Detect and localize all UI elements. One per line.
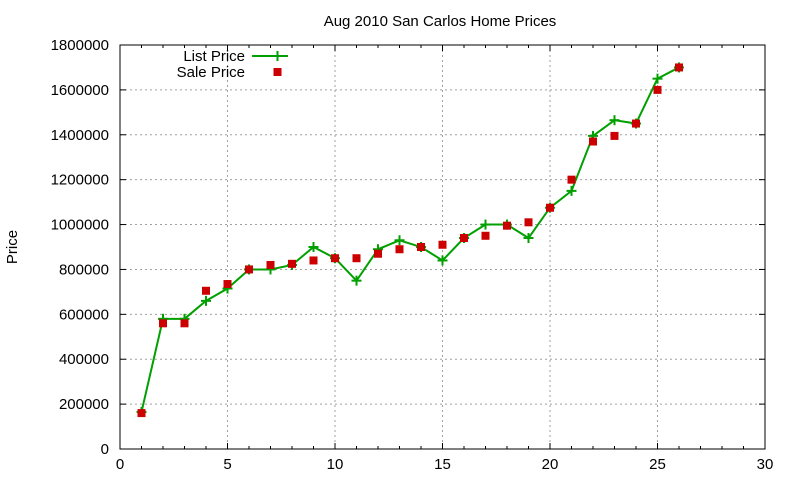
list-price-point [201,295,211,306]
sale-price-point [417,243,425,251]
sale-price-point [245,265,253,274]
y-tick-label: 1800000 [51,37,109,54]
list-price-point [351,275,362,286]
sale-price-point [180,319,189,328]
y-tick-label: 200000 [59,396,109,413]
y-tick-label: 800000 [59,261,109,278]
sale-price-point [223,280,232,289]
sale-price-point [524,218,533,227]
sale-price-point [331,254,339,263]
x-tick-label: 20 [542,456,559,473]
y-tick-label: 600000 [59,306,109,323]
x-tick-label: 0 [116,456,124,473]
sale-price-point [675,63,683,72]
x-tick-label: 5 [223,456,231,473]
sale-price-point [288,259,296,268]
sale-price-point [395,245,404,254]
sale-price-point [610,131,619,140]
sale-price-point [567,175,576,184]
sale-price-point [309,256,318,265]
sale-price-point [460,234,468,243]
x-tick-label: 25 [649,456,666,473]
chart-title: Aug 2010 San Carlos Home Prices [324,13,557,30]
sale-price-point [653,85,662,94]
sale-price-point [266,260,275,269]
sale-price-point [546,203,554,212]
y-tick-label: 1400000 [51,127,109,144]
list-price-point [437,255,448,266]
list-price-line [140,66,680,413]
sale-price-point [202,286,210,295]
list-price-point [480,219,491,230]
list-price-point [609,115,620,126]
y-axis-label: Price [4,230,21,264]
sale-price-point [589,137,597,146]
y-tick-label: 1000000 [51,217,109,234]
list-price-point [652,73,663,84]
y-tick-label: 1600000 [51,82,109,99]
y-tick-label: 400000 [59,351,109,368]
legend-label-sale-price: Sale Price [177,64,245,81]
list-price-point [308,242,319,252]
sale-price-point [137,409,146,418]
sale-price-point [503,221,511,230]
sale-price-point [374,249,382,258]
x-tick-label: 30 [757,456,774,473]
sale-price-point [481,231,490,240]
sale-price-point [352,254,361,263]
tick-layer: 0 5 10 15 20 25 30 0 200000 400000 600000 800000 100… [51,37,774,473]
list-price-point [566,185,577,196]
sale-price-point [159,319,167,328]
sale-price-point [438,240,447,249]
x-tick-label: 10 [327,456,344,473]
legend-label-list-price: List Price [183,48,245,65]
y-tick-label: 1200000 [51,172,109,189]
list-price-point [523,233,534,244]
series-layer [136,62,684,418]
sale-price-point [632,119,640,128]
x-tick-label: 15 [434,456,451,473]
y-tick-label: 0 [101,441,109,458]
legend-swatch-sale-price [273,68,282,76]
list-price-point [394,235,405,246]
